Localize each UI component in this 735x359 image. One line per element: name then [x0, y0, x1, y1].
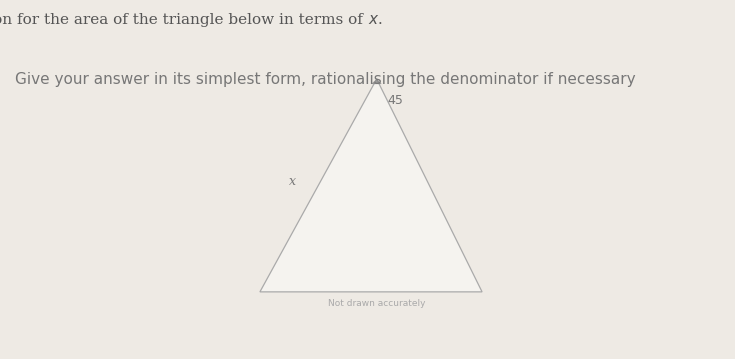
- Text: Give your answer in its simplest form, rationalising the denominator if necessar: Give your answer in its simplest form, r…: [15, 72, 635, 87]
- Text: 45: 45: [387, 94, 403, 107]
- Text: Not drawn accurately: Not drawn accurately: [328, 299, 426, 308]
- Polygon shape: [260, 79, 482, 292]
- Text: $x$.: $x$.: [368, 13, 382, 27]
- Polygon shape: [371, 79, 381, 84]
- Text: x: x: [289, 175, 296, 188]
- Text: Write an expression for the area of the triangle below in terms of: Write an expression for the area of the …: [0, 13, 368, 27]
